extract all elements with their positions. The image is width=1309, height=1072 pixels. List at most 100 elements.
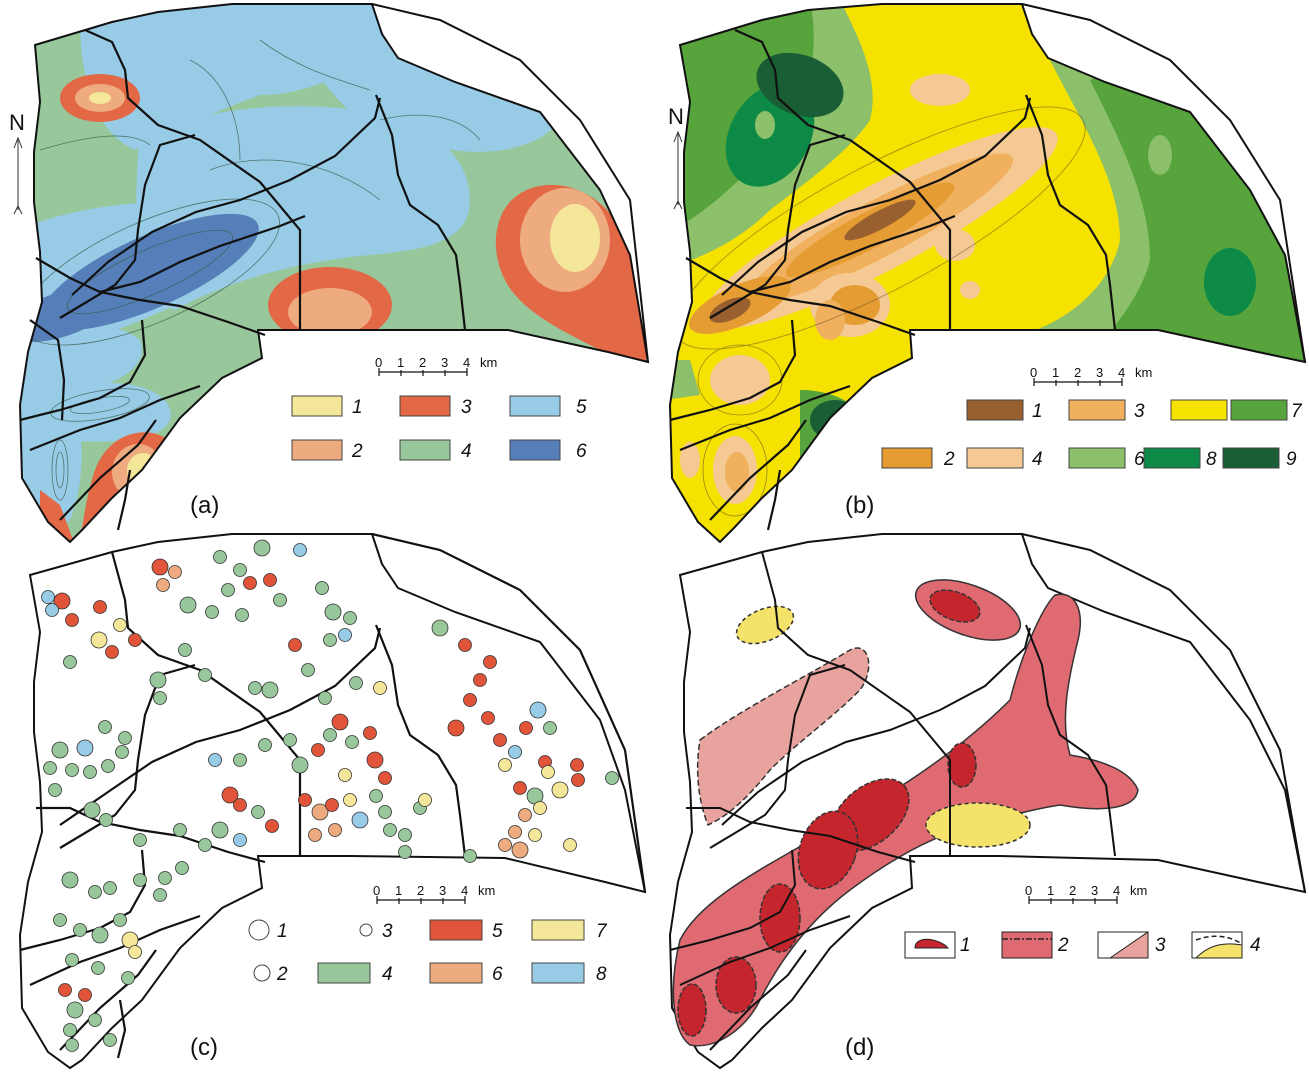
well-marker — [83, 801, 101, 819]
well-marker — [366, 751, 384, 769]
well-marker — [221, 786, 239, 804]
svg-text:km: km — [480, 355, 497, 370]
panel-a-outline — [18, 3, 650, 544]
well-marker — [99, 813, 113, 827]
well-marker — [233, 753, 247, 767]
well-marker — [53, 913, 67, 927]
well-marker — [153, 888, 167, 902]
well-marker — [338, 768, 352, 782]
well-marker — [498, 838, 512, 852]
well-marker — [343, 793, 357, 807]
well-marker — [98, 720, 112, 734]
svg-text:3: 3 — [382, 921, 393, 942]
north-arrow-a: N — [9, 110, 25, 215]
well-marker — [508, 745, 522, 759]
svg-text:4: 4 — [1118, 365, 1125, 380]
well-marker — [103, 881, 117, 895]
svg-text:1: 1 — [1032, 401, 1043, 422]
well-marker — [458, 638, 472, 652]
well-marker — [198, 668, 212, 682]
well-marker — [63, 655, 77, 669]
svg-text:2: 2 — [417, 883, 424, 898]
panel-a-outer-boundary — [371, 3, 649, 363]
well-marker — [345, 735, 359, 749]
well-marker — [221, 583, 235, 597]
svg-text:3: 3 — [461, 397, 472, 418]
well-marker — [418, 793, 432, 807]
well-marker — [528, 828, 542, 842]
well-marker — [41, 590, 55, 604]
well-marker — [533, 801, 547, 815]
well-marker — [513, 781, 527, 795]
well-marker — [291, 756, 309, 774]
svg-text:1: 1 — [397, 355, 404, 370]
well-marker — [211, 821, 229, 839]
well-marker — [43, 761, 57, 775]
well-marker — [45, 603, 59, 617]
well-marker — [263, 573, 277, 587]
svg-text:2: 2 — [276, 964, 288, 985]
panel-b-faults — [669, 28, 1117, 531]
well-marker — [325, 798, 339, 812]
well-marker — [251, 805, 265, 819]
svg-text:6: 6 — [576, 441, 587, 462]
well-marker — [298, 793, 312, 807]
svg-text:1: 1 — [960, 935, 971, 956]
well-marker — [253, 539, 271, 557]
svg-text:1: 1 — [277, 921, 288, 942]
svg-text:4: 4 — [1032, 449, 1043, 470]
well-marker — [205, 605, 219, 619]
svg-text:5: 5 — [492, 921, 503, 942]
well-marker — [93, 600, 107, 614]
scale-bar-a: 0 1 2 3 4 km — [375, 355, 497, 376]
panel-label-d: (d) — [845, 1034, 874, 1061]
well-marker — [153, 691, 167, 705]
svg-text:4: 4 — [461, 441, 472, 462]
svg-text:0: 0 — [1030, 365, 1037, 380]
well-marker — [91, 926, 109, 944]
legend-a-swatch-5 — [509, 395, 561, 417]
well-marker — [308, 828, 322, 842]
well-marker — [133, 833, 147, 847]
well-marker — [233, 833, 247, 847]
well-marker — [105, 645, 119, 659]
well-marker — [175, 861, 189, 875]
well-marker — [383, 823, 397, 837]
well-marker — [369, 789, 383, 803]
well-marker — [323, 633, 337, 647]
svg-text:0: 0 — [375, 355, 382, 370]
well-marker — [301, 663, 315, 677]
well-marker — [258, 738, 272, 752]
well-marker — [328, 823, 342, 837]
well-marker — [168, 565, 182, 579]
svg-text:3: 3 — [1091, 883, 1098, 898]
legend-d: 1 2 3 4 — [904, 931, 1261, 959]
svg-text:1: 1 — [395, 883, 402, 898]
well-marker — [431, 619, 449, 637]
well-marker — [378, 771, 392, 785]
well-marker — [128, 945, 142, 959]
well-marker — [76, 739, 94, 757]
well-marker — [65, 953, 79, 967]
legend-b: 1 3 5 7 2 4 6 8 9 — [881, 399, 1303, 470]
panel-a-map — [20, 4, 648, 542]
scale-bar-d: 0 1 2 3 4 km — [1025, 883, 1147, 904]
well-marker — [178, 643, 192, 657]
north-arrow-b: N — [668, 104, 684, 210]
well-marker — [318, 691, 332, 705]
well-marker — [571, 773, 585, 787]
legend-a-swatch-4 — [399, 439, 451, 461]
well-marker — [349, 676, 363, 690]
legend-a-swatch-3 — [399, 395, 451, 417]
well-marker — [315, 581, 329, 595]
svg-text:2: 2 — [1069, 883, 1076, 898]
svg-text:4: 4 — [382, 964, 393, 985]
svg-text:1: 1 — [352, 397, 363, 418]
svg-text:3: 3 — [1096, 365, 1103, 380]
well-marker — [158, 871, 172, 885]
panel-c — [18, 532, 647, 1070]
scale-bar-b: 0 1 2 3 4 km — [1030, 365, 1152, 386]
well-marker — [103, 1033, 117, 1047]
well-marker — [541, 765, 555, 779]
well-marker — [511, 841, 529, 859]
